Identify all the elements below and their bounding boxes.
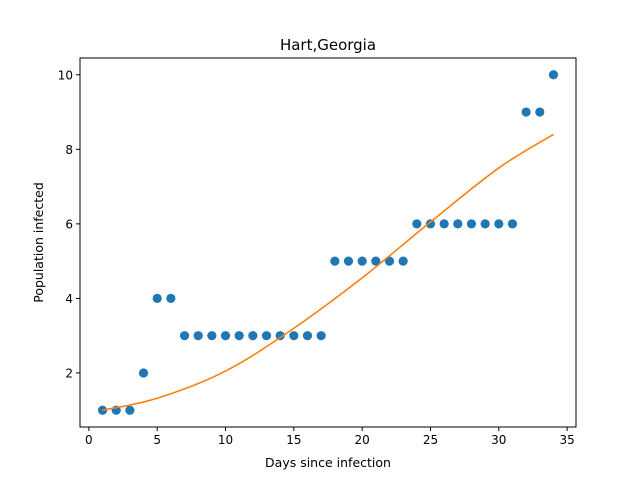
data-point	[330, 256, 340, 266]
data-point	[166, 293, 176, 304]
data-point	[248, 331, 258, 341]
y-tick-label: 10	[58, 68, 73, 82]
x-tick-label: 5	[153, 433, 161, 447]
x-tick-label: 35	[559, 433, 574, 447]
data-point	[234, 331, 244, 341]
y-tick-label: 6	[65, 217, 73, 231]
data-point	[343, 256, 354, 266]
data-point	[179, 331, 190, 341]
y-tick-label: 2	[65, 366, 73, 380]
data-point	[275, 331, 285, 341]
data-point	[384, 256, 395, 266]
data-point	[398, 256, 408, 266]
chart-title: Hart,Georgia	[280, 36, 376, 54]
data-point	[138, 368, 149, 378]
x-tick-label: 0	[85, 433, 93, 447]
data-point	[357, 256, 367, 266]
data-point	[466, 219, 477, 229]
data-point	[480, 219, 490, 229]
data-point	[521, 107, 531, 117]
data-point	[261, 331, 272, 341]
data-point	[220, 331, 231, 341]
data-point	[453, 219, 463, 229]
data-point	[548, 70, 559, 80]
y-tick-label: 4	[65, 292, 73, 306]
data-point	[207, 331, 217, 341]
data-point	[302, 331, 313, 341]
x-tick-label: 15	[286, 433, 301, 447]
x-axis: 0 5 10 15 20 25 30 35	[85, 427, 575, 447]
data-point	[371, 256, 381, 266]
x-tick-label: 25	[423, 433, 438, 447]
y-axis: 2 4 6 8 10	[58, 68, 80, 380]
x-tick-label: 30	[491, 433, 506, 447]
x-axis-label: Days since infection	[265, 455, 391, 470]
fit-line	[102, 133, 554, 412]
data-point	[535, 107, 545, 117]
y-axis-label: Population infected	[31, 182, 46, 303]
data-point	[125, 405, 135, 415]
data-point	[412, 219, 422, 229]
plot-area	[97, 70, 559, 415]
y-tick-label: 8	[65, 143, 73, 157]
x-tick-label: 20	[355, 433, 370, 447]
data-point	[507, 219, 518, 229]
data-point	[439, 219, 449, 229]
data-point	[152, 293, 162, 304]
data-point	[289, 331, 299, 341]
data-point	[193, 331, 203, 341]
data-point	[425, 219, 436, 229]
data-point	[494, 219, 504, 229]
x-tick-label: 10	[218, 433, 233, 447]
axes-frame	[79, 57, 577, 428]
data-point	[316, 331, 326, 341]
